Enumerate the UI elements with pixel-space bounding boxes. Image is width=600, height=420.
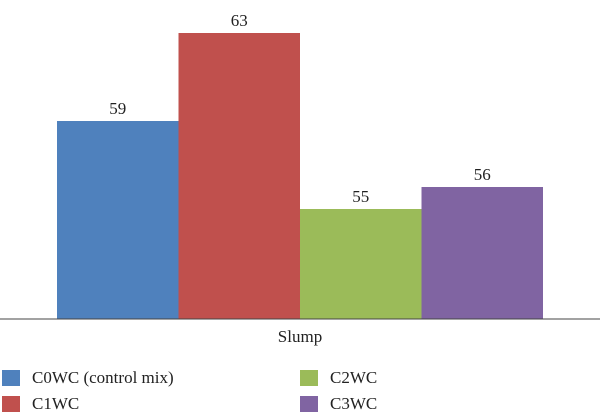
legend-swatch xyxy=(300,396,318,412)
bar-c2wc xyxy=(300,209,422,319)
legend-swatch xyxy=(2,396,20,412)
legend-swatch xyxy=(300,370,318,386)
bar-group xyxy=(57,33,543,319)
legend-item-c1wc: C1WC xyxy=(2,394,79,414)
value-label-c1wc: 63 xyxy=(231,11,248,30)
bar-c0wc xyxy=(57,121,179,319)
legend-item-c0wc: C0WC (control mix) xyxy=(2,368,174,388)
value-label-c0wc: 59 xyxy=(109,99,126,118)
legend-item-c2wc: C2WC xyxy=(300,368,377,388)
bar-chart: 59 63 55 56 Slump xyxy=(0,11,600,346)
value-label-c2wc: 55 xyxy=(352,187,369,206)
legend-label: C2WC xyxy=(330,368,378,387)
legend-label: C1WC xyxy=(32,394,80,413)
legend-label: C0WC (control mix) xyxy=(32,368,174,387)
legend-item-c3wc: C3WC xyxy=(300,394,377,414)
legend: C0WC (control mix) C1WC C2WC C3WC xyxy=(0,362,600,420)
x-category-label: Slump xyxy=(278,327,322,346)
value-label-group: 59 63 55 56 xyxy=(109,11,491,206)
legend-label: C3WC xyxy=(330,394,378,413)
value-label-c3wc: 56 xyxy=(474,165,491,184)
legend-swatch xyxy=(2,370,20,386)
bar-c3wc xyxy=(421,187,543,319)
bar-c1wc xyxy=(178,33,300,319)
